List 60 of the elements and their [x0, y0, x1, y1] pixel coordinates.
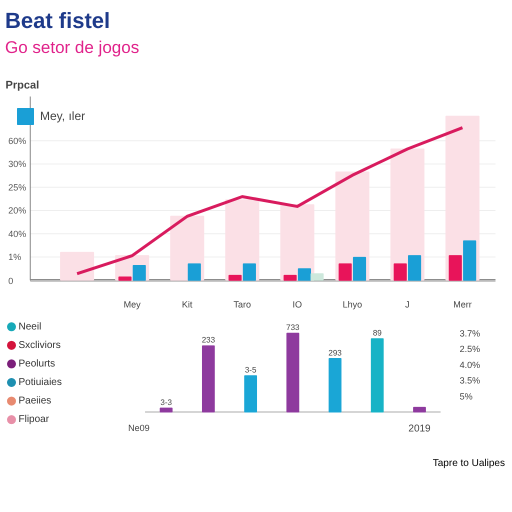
bar [160, 408, 173, 413]
bar [132, 265, 146, 281]
bar [118, 276, 132, 281]
chart-subtitle: Go setor de jogos [5, 37, 140, 60]
text: 40% [8, 228, 26, 239]
text: 0 [8, 276, 14, 286]
text: 3.5% [460, 376, 480, 386]
text: 25% [8, 182, 26, 192]
x-tick-label: Merr [453, 300, 472, 310]
bar [328, 358, 342, 413]
category-label: Peolurts [18, 358, 56, 370]
annotation: 233 [202, 336, 216, 345]
text: 3.7% [460, 328, 480, 338]
bar [448, 255, 462, 281]
legend-label: Mey, ıler [40, 109, 86, 123]
bar [202, 345, 215, 413]
x-tick-label: Mey [124, 300, 142, 310]
x-tick-label: J [405, 300, 410, 310]
text: 20% [8, 206, 26, 216]
bar [408, 255, 422, 281]
text: 60% [8, 136, 26, 146]
bar [352, 256, 366, 281]
text: 5% [460, 391, 473, 402]
category-label: Potiuiaies [18, 377, 62, 388]
bar [286, 332, 300, 413]
text: 733 [286, 323, 300, 332]
bar [413, 406, 426, 413]
annotation: 89 [372, 328, 382, 338]
text: 4.0% [460, 360, 480, 370]
annotation: 3-3 [160, 398, 172, 407]
text: 1% [8, 252, 22, 262]
x-tick-label: 2019 [408, 423, 432, 434]
chart-title: Beat fistel [5, 7, 112, 35]
bar [370, 338, 384, 413]
y-axis-title: Prpcal [6, 80, 40, 92]
bar [394, 263, 407, 281]
bar [310, 273, 324, 281]
x-tick-label: IO [292, 300, 302, 310]
bar [298, 268, 312, 281]
category-label: Paeiies [18, 396, 52, 407]
annotation: 3-5 [244, 366, 257, 375]
bar [244, 375, 258, 413]
x-tick-label: Kit [182, 300, 193, 310]
category-label: Sxcliviors [18, 340, 61, 351]
text: Ne09 [128, 422, 150, 433]
text: 30% [8, 159, 26, 170]
bar [284, 274, 297, 281]
bar [242, 263, 256, 281]
bar [60, 252, 94, 281]
category-label: Neeil [18, 321, 42, 332]
text: Tapre to Ualipes [432, 457, 505, 471]
x-tick-label: Taro [233, 300, 252, 310]
annotation: 293 [328, 348, 342, 358]
x-tick-label: Lhyo [342, 300, 362, 310]
bar [228, 274, 242, 281]
bar [463, 240, 476, 281]
bar [188, 263, 201, 281]
category-label: Flipoar [18, 414, 50, 426]
bar [338, 263, 352, 281]
text: 2.5% [460, 344, 480, 354]
